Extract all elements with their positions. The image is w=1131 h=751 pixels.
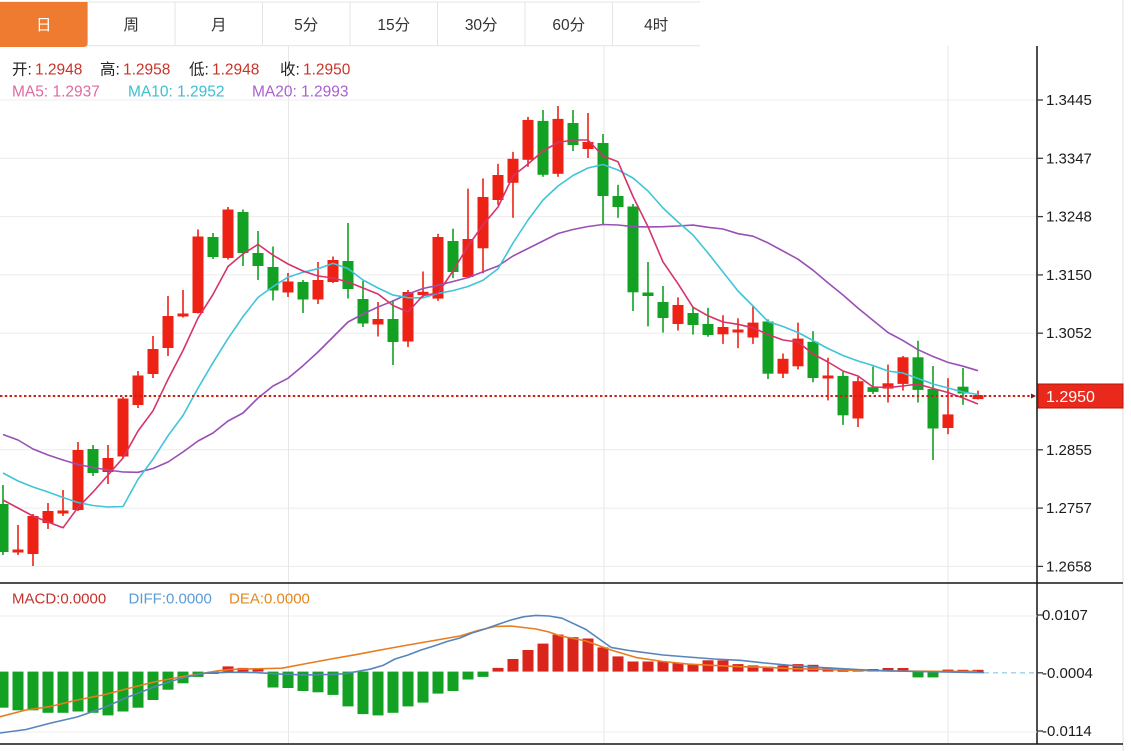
svg-text:-0.0114: -0.0114 [1042, 723, 1092, 740]
svg-text:1.2948: 1.2948 [212, 62, 259, 79]
svg-text:1.2855: 1.2855 [1046, 442, 1092, 459]
svg-text:1.2948: 1.2948 [35, 62, 82, 79]
svg-text:30分: 30分 [465, 16, 498, 34]
svg-text:MACD:0.0000: MACD:0.0000 [12, 591, 106, 608]
svg-text:MA20: 1.2993: MA20: 1.2993 [252, 84, 349, 101]
svg-text:1.2958: 1.2958 [123, 62, 170, 79]
svg-text:低:: 低: [189, 61, 209, 79]
svg-text:5分: 5分 [294, 16, 318, 34]
svg-text:1.3052: 1.3052 [1046, 325, 1092, 342]
svg-text:开:: 开: [12, 62, 32, 79]
svg-text:1.3347: 1.3347 [1046, 150, 1092, 167]
svg-text:1.2950: 1.2950 [1046, 389, 1095, 406]
svg-text:1.2658: 1.2658 [1046, 558, 1092, 575]
svg-text:-0.0004: -0.0004 [1042, 665, 1093, 682]
svg-text:1.3150: 1.3150 [1046, 267, 1092, 284]
svg-text:周: 周 [123, 17, 139, 34]
svg-text:MA5: 1.2937: MA5: 1.2937 [12, 84, 100, 101]
svg-text:DIFF:0.0000: DIFF:0.0000 [129, 591, 212, 608]
svg-text:0.0107: 0.0107 [1042, 607, 1088, 624]
svg-text:收:: 收: [280, 61, 300, 79]
svg-text:DEA:0.0000: DEA:0.0000 [229, 591, 310, 608]
svg-text:4时: 4时 [644, 16, 668, 34]
svg-text:高:: 高: [100, 61, 120, 79]
svg-text:1.3248: 1.3248 [1046, 209, 1092, 226]
svg-text:15分: 15分 [377, 16, 410, 34]
svg-text:1.2950: 1.2950 [303, 62, 351, 79]
svg-text:日: 日 [36, 17, 52, 34]
svg-text:月: 月 [211, 17, 227, 34]
svg-text:1.2757: 1.2757 [1046, 500, 1092, 517]
svg-text:MA10: 1.2952: MA10: 1.2952 [128, 84, 225, 101]
svg-text:1.3445: 1.3445 [1046, 92, 1092, 109]
svg-text:60分: 60分 [552, 16, 585, 34]
